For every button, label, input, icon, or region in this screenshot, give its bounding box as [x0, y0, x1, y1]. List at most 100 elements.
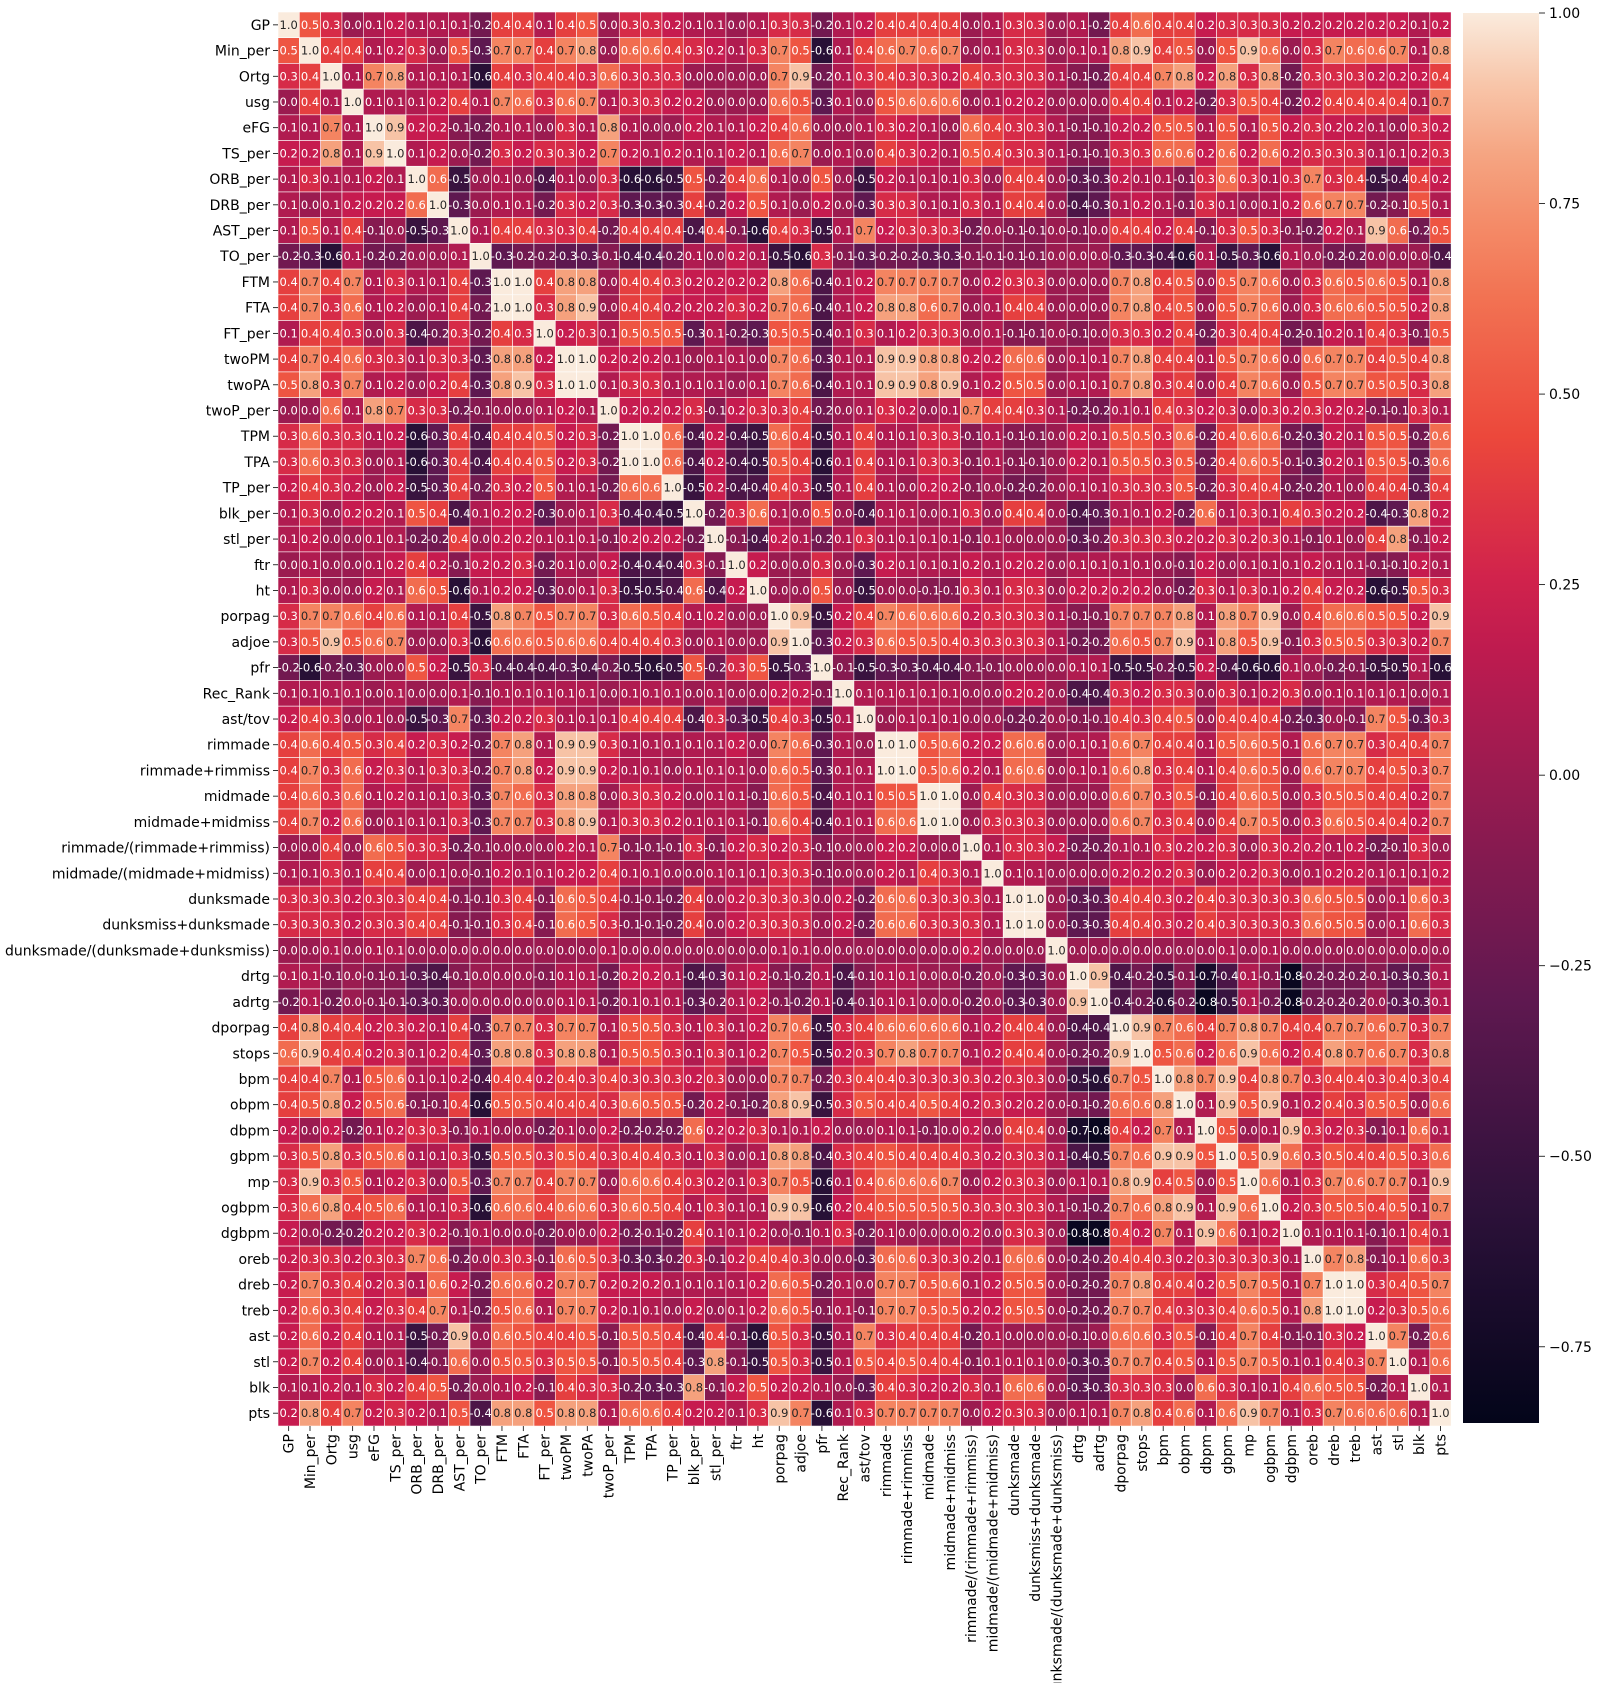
cell-value-label: 0.5 [1111, 429, 1129, 443]
cell-value-label: 0.6 [1261, 352, 1279, 366]
cell-value-label: 0.4 [1282, 506, 1300, 520]
cell-value-label: 0.1 [621, 763, 639, 777]
cell-value-label: 0.0 [962, 95, 980, 109]
cell-value-label: 0.2 [1175, 532, 1193, 546]
cell-value-label: 0.1 [877, 532, 895, 546]
cell-value-label: 0.3 [557, 198, 575, 212]
cell-value-label: 0.2 [962, 763, 980, 777]
cell-value-label: 0.2 [386, 378, 404, 392]
cell-value-label: 1.0 [770, 609, 788, 623]
cell-value-label: 0.4 [535, 44, 553, 58]
cell-value-label: 0.3 [386, 352, 404, 366]
cell-value-label: -0.3 [1301, 429, 1323, 443]
cell-value-label: 0.1 [941, 558, 959, 572]
cell-value-label: 0.8 [1431, 352, 1449, 366]
cell-value-label: -0.5 [619, 661, 641, 675]
cell-value-label: 0.8 [1389, 532, 1407, 546]
cell-value-label: 0.1 [407, 789, 425, 803]
cell-value-label: 0.6 [407, 198, 425, 212]
cell-value-label: 0.1 [834, 69, 852, 83]
cell-value-label: 0.6 [1175, 429, 1193, 443]
cell-value-label: 1.0 [642, 455, 660, 469]
cell-value-label: 0.2 [557, 326, 575, 340]
cell-value-label: 0.3 [919, 455, 937, 469]
cell-value-label: 0.4 [1261, 95, 1279, 109]
cell-value-label: 1.0 [962, 841, 980, 855]
cell-value-label: 0.4 [983, 789, 1001, 803]
cell-value-label: 0.2 [557, 429, 575, 443]
cell-value-label: 0.9 [578, 763, 596, 777]
cell-value-label: 0.1 [407, 146, 425, 160]
cell-value-label: 0.5 [642, 326, 660, 340]
cell-value-label: 0.0 [557, 506, 575, 520]
cell-value-label: 0.3 [1005, 609, 1023, 623]
cell-value-label: 0.1 [599, 815, 617, 829]
cell-value-label: 1.0 [557, 378, 575, 392]
cell-value-label: 0.5 [919, 738, 937, 752]
cell-value-label: 0.1 [941, 172, 959, 186]
cell-value-label: 0.2 [706, 275, 724, 289]
cell-value-label: 0.1 [1325, 558, 1343, 572]
cell-value-label: 0.4 [280, 352, 298, 366]
cell-value-label: 0.1 [1090, 378, 1108, 392]
cell-value-label: 0.4 [493, 429, 511, 443]
cell-value-label: 0.5 [1175, 44, 1193, 58]
cell-value-label: 0.4 [1367, 789, 1385, 803]
cell-value-label: 0.5 [898, 635, 916, 649]
cell-value-label: 0.1 [941, 532, 959, 546]
cell-value-label: 0.1 [855, 686, 873, 700]
cell-value-label: 0.2 [621, 352, 639, 366]
cell-value-label: 0.6 [941, 95, 959, 109]
cell-value-label: 0.2 [962, 609, 980, 623]
cell-value-label: 0.2 [749, 301, 767, 315]
cell-value-label: 0.0 [685, 352, 703, 366]
cell-value-label: 0.4 [1367, 95, 1385, 109]
cell-value-label: 0.5 [1175, 455, 1193, 469]
cell-value-label: 1.0 [685, 506, 703, 520]
cell-value-label: 0.1 [727, 121, 745, 135]
cell-value-label: 0.1 [983, 763, 1001, 777]
cell-value-label: 0.3 [877, 121, 895, 135]
cell-value-label: 0.3 [1389, 635, 1407, 649]
cell-value-label: 0.1 [1346, 455, 1364, 469]
cell-value-label: 0.3 [1154, 481, 1172, 495]
cell-value-label: -0.4 [469, 429, 491, 443]
cell-value-label: 0.2 [727, 249, 745, 263]
cell-value-label: -0.3 [469, 378, 491, 392]
cell-value-label: 0.4 [599, 866, 617, 880]
cell-value-label: 0.5 [663, 326, 681, 340]
cell-value-label: 0.0 [706, 95, 724, 109]
cell-value-label: -0.2 [405, 532, 427, 546]
cell-value-label: -0.2 [1280, 712, 1302, 726]
cell-value-label: -0.1 [1088, 712, 1110, 726]
cell-value-label: 0.2 [663, 18, 681, 32]
cell-value-label: 0.2 [663, 404, 681, 418]
cell-value-label: 0.4 [1303, 583, 1321, 597]
cell-value-label: 0.4 [1154, 738, 1172, 752]
cell-value-label: -0.1 [1280, 455, 1302, 469]
cell-value-label: 0.7 [599, 146, 617, 160]
cell-value-label: 0.1 [1047, 69, 1065, 83]
cell-value-label: 0.3 [301, 892, 319, 906]
cell-value-label: 0.3 [1389, 326, 1407, 340]
cell-value-label: 0.0 [962, 712, 980, 726]
cell-value-label: 0.1 [1389, 866, 1407, 880]
cell-value-label: 0.6 [344, 763, 362, 777]
cell-value-label: 0.7 [877, 275, 895, 289]
cell-value-label: -0.4 [853, 506, 875, 520]
cell-value-label: -0.4 [533, 661, 555, 675]
cell-value-label: 0.2 [344, 481, 362, 495]
cell-value-label: 0.6 [1239, 789, 1257, 803]
cell-value-label: 0.6 [962, 121, 980, 135]
cell-value-label: 0.4 [1431, 69, 1449, 83]
cell-value-label: 0.0 [791, 583, 809, 597]
cell-value-label: 0.3 [301, 583, 319, 597]
cell-value-label: -0.1 [832, 661, 854, 675]
cell-value-label: 0.6 [791, 352, 809, 366]
cell-value-label: 0.1 [834, 146, 852, 160]
cell-value-label: 0.8 [578, 44, 596, 58]
cell-value-label: 0.3 [1239, 506, 1257, 520]
cell-value-label: 0.1 [1410, 866, 1428, 880]
cell-value-label: 0.6 [344, 609, 362, 623]
cell-value-label: 0.1 [1047, 121, 1065, 135]
